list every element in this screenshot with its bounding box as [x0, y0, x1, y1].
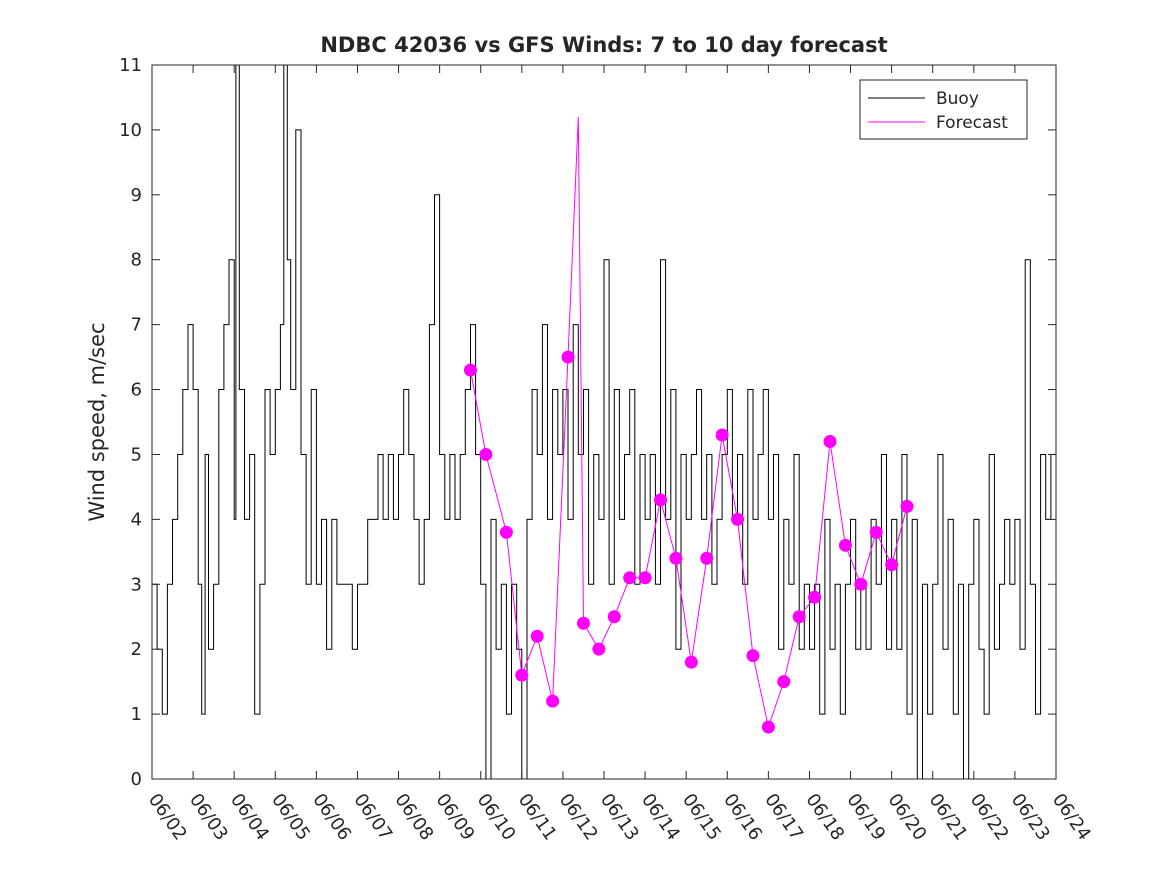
- y-tick-label: 9: [131, 185, 142, 206]
- y-tick-label: 4: [131, 509, 142, 530]
- y-tick-label: 8: [131, 250, 142, 271]
- y-tick-label: 6: [131, 380, 142, 401]
- y-axis-label: Wind speed, m/sec: [85, 322, 109, 521]
- forecast-point: [746, 649, 760, 663]
- forecast-point: [761, 720, 775, 734]
- y-tick-label: 10: [119, 120, 142, 141]
- forecast-point: [546, 694, 560, 708]
- legend-label-forecast: Forecast: [936, 113, 1008, 133]
- forecast-point: [777, 675, 791, 689]
- forecast-point: [515, 668, 529, 682]
- forecast-point: [808, 590, 822, 604]
- forecast-point: [576, 616, 590, 630]
- forecast-point: [869, 525, 883, 539]
- plot-area: 0123456789101106/0206/0306/0406/0506/060…: [119, 55, 1095, 844]
- y-tick-label: 5: [131, 444, 142, 465]
- series-layer: [152, 64, 1056, 780]
- forecast-point: [638, 571, 652, 585]
- forecast-point: [700, 551, 714, 565]
- forecast-point: [499, 525, 513, 539]
- forecast-markers: [463, 350, 914, 734]
- forecast-point: [669, 551, 683, 565]
- y-tick-label: 1: [131, 704, 142, 725]
- forecast-point: [885, 558, 899, 572]
- series-forecast-line: [470, 116, 908, 729]
- legend-label-buoy: Buoy: [936, 89, 979, 109]
- y-tick-label: 0: [131, 769, 142, 790]
- forecast-point: [684, 655, 698, 669]
- forecast-point: [654, 493, 667, 507]
- y-tick-label: 11: [119, 55, 142, 76]
- y-tick-label: 2: [131, 639, 142, 660]
- legend: Buoy Forecast: [859, 79, 1028, 140]
- y-tick-label: 7: [131, 315, 142, 336]
- series-buoy-line: [152, 64, 1056, 780]
- forecast-point: [592, 642, 606, 656]
- forecast-point: [900, 499, 914, 513]
- forecast-point: [823, 434, 837, 448]
- forecast-point: [838, 538, 852, 552]
- forecast-point: [731, 512, 745, 526]
- forecast-point: [561, 350, 575, 364]
- forecast-point: [463, 363, 477, 377]
- legend-box: [859, 79, 1028, 140]
- forecast-point: [607, 610, 621, 624]
- forecast-point: [479, 447, 493, 461]
- forecast-point: [792, 610, 806, 624]
- forecast-point: [854, 577, 868, 591]
- y-tick-label: 3: [131, 574, 142, 595]
- forecast-point: [715, 428, 729, 442]
- forecast-point: [530, 629, 544, 643]
- chart-title: NDBC 42036 vs GFS Winds: 7 to 10 day for…: [320, 33, 887, 57]
- forecast-point: [623, 571, 637, 585]
